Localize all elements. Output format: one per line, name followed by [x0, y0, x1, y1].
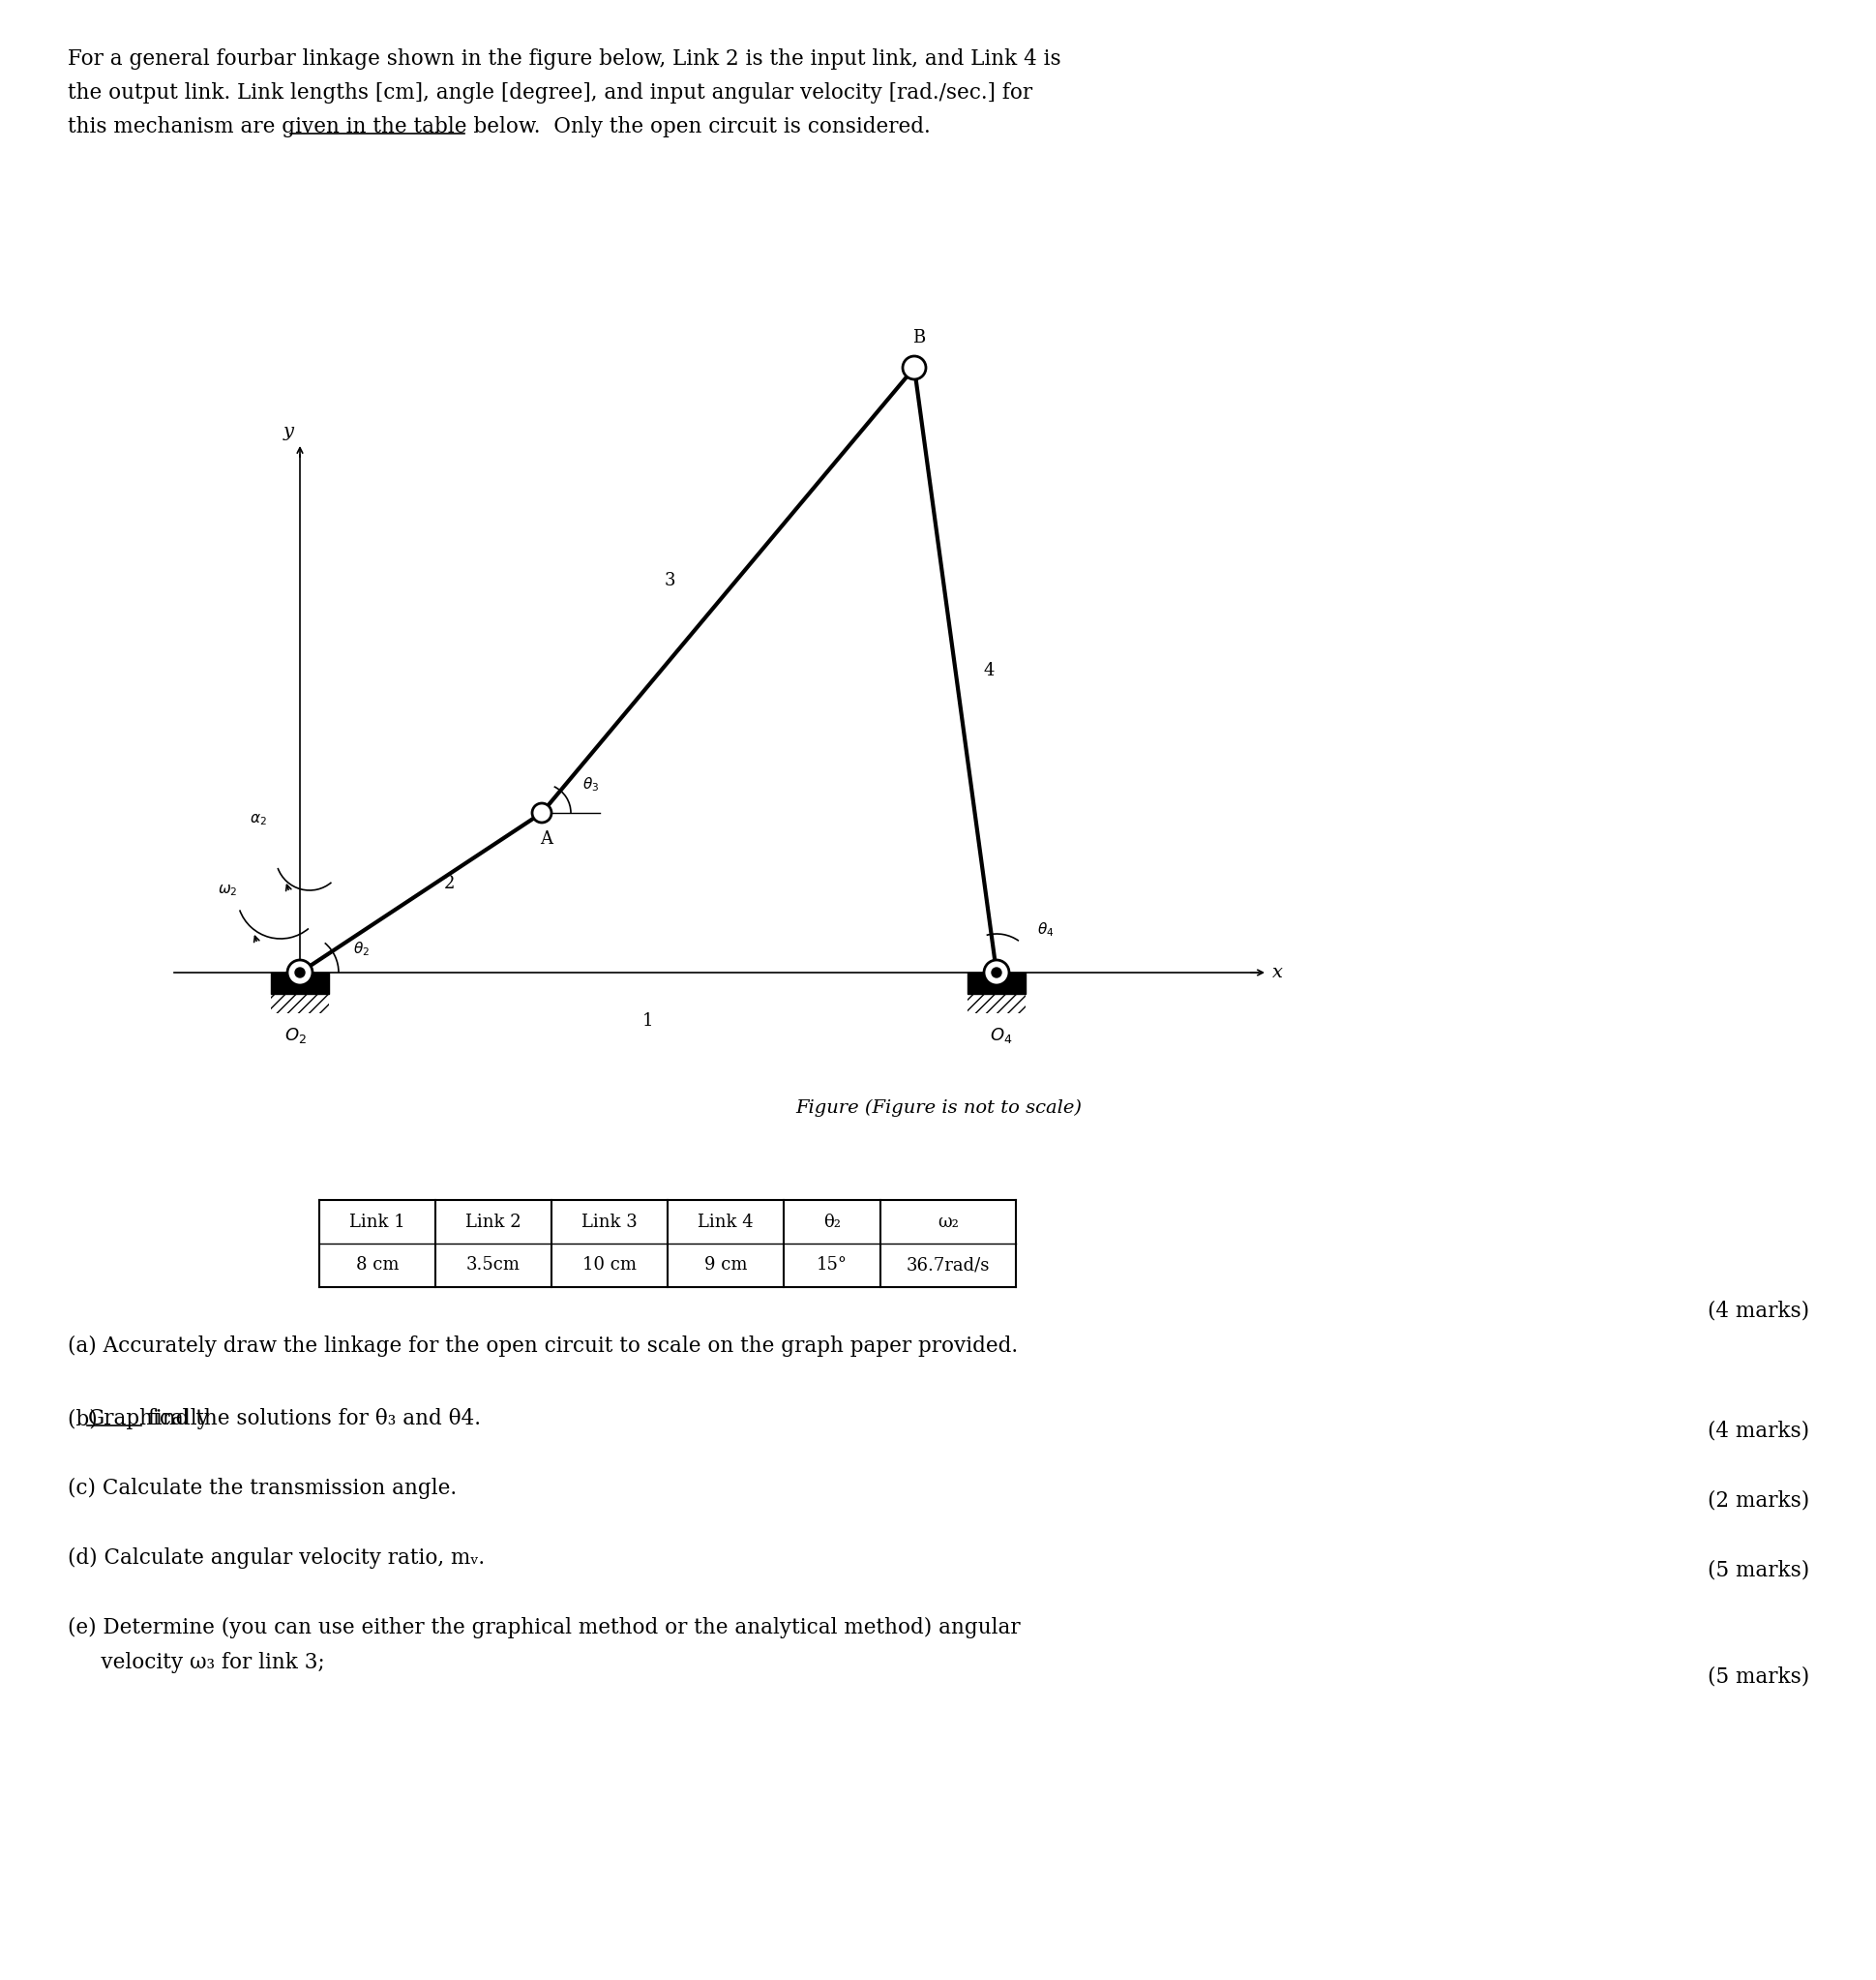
Bar	[270, 972, 328, 994]
Text: B: B	[914, 329, 925, 346]
Text: 36.7rad/s: 36.7rad/s	[906, 1257, 991, 1273]
Text: $\theta_4$: $\theta_4$	[1037, 921, 1054, 939]
Text: (b): (b)	[68, 1408, 105, 1430]
Text: Link 4: Link 4	[698, 1214, 754, 1230]
Circle shape	[287, 960, 313, 986]
Circle shape	[992, 968, 1002, 978]
Text: Graphically: Graphically	[88, 1408, 208, 1430]
Text: y: y	[283, 424, 295, 440]
Text: $\omega_2$: $\omega_2$	[218, 883, 238, 897]
Text: find the solutions for θ₃ and θ4.: find the solutions for θ₃ and θ4.	[141, 1408, 480, 1430]
Text: 3.5cm: 3.5cm	[467, 1257, 520, 1273]
Text: x: x	[1272, 964, 1283, 982]
Text: (c) Calculate the transmission angle.: (c) Calculate the transmission angle.	[68, 1477, 456, 1499]
Text: θ₂: θ₂	[824, 1214, 840, 1230]
Circle shape	[295, 968, 304, 978]
Text: velocity ω₃ for link 3;: velocity ω₃ for link 3;	[68, 1651, 325, 1673]
Text: (4 marks): (4 marks)	[1707, 1301, 1808, 1323]
Text: (a) Accurately draw the linkage for the open circuit to scale on the graph paper: (a) Accurately draw the linkage for the …	[68, 1335, 1019, 1356]
Circle shape	[533, 804, 552, 822]
Text: $O_4$: $O_4$	[991, 1026, 1013, 1045]
Text: (e) Determine (you can use either the graphical method or the analytical method): (e) Determine (you can use either the gr…	[68, 1618, 1021, 1639]
Text: A: A	[540, 830, 553, 847]
Text: $O_2$: $O_2$	[283, 1026, 306, 1045]
Circle shape	[983, 960, 1009, 986]
Text: $\alpha_2$: $\alpha_2$	[250, 812, 266, 828]
Text: this mechanism are given in the table below.  Only the open circuit is considere: this mechanism are given in the table be…	[68, 117, 930, 137]
Text: (d) Calculate angular velocity ratio, mᵥ.: (d) Calculate angular velocity ratio, mᵥ…	[68, 1548, 484, 1568]
Text: Link 3: Link 3	[582, 1214, 638, 1230]
Bar	[968, 994, 1026, 1014]
Text: For a general fourbar linkage shown in the figure below, Link 2 is the input lin: For a general fourbar linkage shown in t…	[68, 48, 1062, 69]
Text: (4 marks): (4 marks)	[1707, 1420, 1808, 1441]
Text: 2: 2	[445, 875, 456, 891]
Text: Figure (Figure is not to scale): Figure (Figure is not to scale)	[795, 1099, 1082, 1117]
Text: the output link. Link lengths [cm], angle [degree], and input angular velocity [: the output link. Link lengths [cm], angl…	[68, 83, 1032, 103]
Text: (2 marks): (2 marks)	[1707, 1489, 1808, 1511]
Text: (5 marks): (5 marks)	[1707, 1665, 1808, 1687]
Text: $\theta_2$: $\theta_2$	[353, 940, 370, 958]
Text: 15°: 15°	[816, 1257, 848, 1273]
Bar	[270, 994, 328, 1014]
Text: (5 marks): (5 marks)	[1707, 1558, 1808, 1580]
Text: $\theta_3$: $\theta_3$	[582, 774, 598, 794]
Circle shape	[902, 356, 927, 380]
Text: 4: 4	[983, 661, 994, 679]
Text: 3: 3	[664, 572, 675, 590]
Bar	[968, 972, 1026, 994]
Text: 9 cm: 9 cm	[704, 1257, 747, 1273]
Text: Link 1: Link 1	[349, 1214, 405, 1230]
Text: 10 cm: 10 cm	[582, 1257, 636, 1273]
Text: ω₂: ω₂	[938, 1214, 959, 1230]
Text: 1: 1	[643, 1012, 655, 1030]
Text: Link 2: Link 2	[465, 1214, 522, 1230]
Text: 8 cm: 8 cm	[356, 1257, 400, 1273]
